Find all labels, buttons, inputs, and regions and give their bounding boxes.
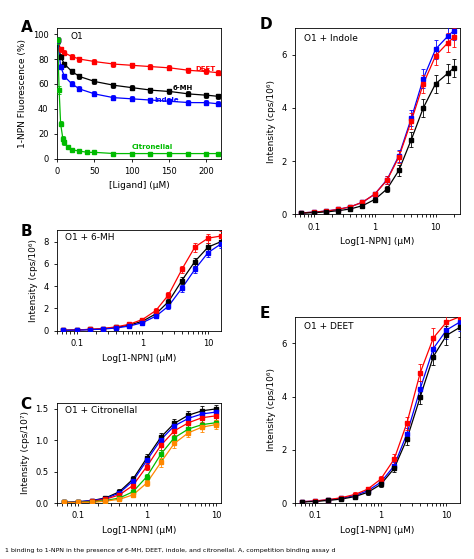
X-axis label: Log[1-NPN] (μM): Log[1-NPN] (μM) (102, 354, 176, 363)
Text: 6-MH: 6-MH (173, 84, 193, 91)
Text: Citronellal: Citronellal (132, 144, 173, 150)
Text: E: E (259, 306, 270, 321)
Y-axis label: Intensity (cps/10⁶): Intensity (cps/10⁶) (28, 239, 37, 322)
Text: O1 + 6-MH: O1 + 6-MH (65, 233, 115, 243)
Text: D: D (259, 17, 272, 32)
X-axis label: [Ligand] (μM): [Ligand] (μM) (109, 182, 170, 191)
Y-axis label: Intensity (cps/10⁶): Intensity (cps/10⁶) (267, 79, 276, 163)
Text: O1: O1 (70, 32, 83, 41)
Text: 1 binding to 1-NPN in the presence of 6-MH, DEET, indole, and citronellal. A, co: 1 binding to 1-NPN in the presence of 6-… (5, 548, 335, 553)
Text: A: A (21, 20, 32, 35)
Text: B: B (21, 224, 32, 239)
Text: O1 + Indole: O1 + Indole (303, 34, 357, 42)
X-axis label: Log[1-NPN] (μM): Log[1-NPN] (μM) (340, 237, 415, 246)
Text: O1 + DEET: O1 + DEET (303, 323, 353, 331)
X-axis label: Log[1-NPN] (μM): Log[1-NPN] (μM) (102, 526, 176, 535)
Y-axis label: Intensity (cps/10⁷): Intensity (cps/10⁷) (21, 411, 30, 494)
Y-axis label: Intensity (cps/10⁶): Intensity (cps/10⁶) (267, 368, 276, 452)
Text: Indole: Indole (154, 97, 179, 103)
Text: O1 + Citronellal: O1 + Citronellal (65, 406, 137, 415)
X-axis label: Log[1-NPN] (μM): Log[1-NPN] (μM) (340, 526, 415, 535)
Text: DEET: DEET (195, 66, 215, 72)
Text: C: C (21, 397, 32, 411)
Y-axis label: 1-NPN Fluorescence (%): 1-NPN Fluorescence (%) (18, 39, 27, 148)
